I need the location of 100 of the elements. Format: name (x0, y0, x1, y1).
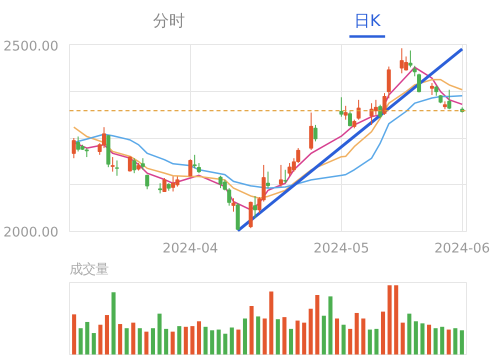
bar (322, 316, 326, 354)
bar (236, 330, 240, 354)
bar (434, 328, 438, 354)
candlestick (158, 182, 162, 194)
bar (72, 314, 76, 354)
bar (380, 312, 386, 354)
bar (124, 328, 129, 354)
bar (104, 315, 110, 354)
bar (112, 292, 116, 354)
bar (288, 328, 294, 354)
candlestick (412, 65, 417, 77)
bar (269, 292, 274, 354)
bar (138, 328, 142, 354)
bar (426, 324, 432, 354)
chart-title: 成交量 (70, 262, 108, 278)
candlestick (162, 178, 166, 192)
candlestick (434, 85, 438, 96)
bar (118, 324, 122, 354)
bar (85, 322, 90, 354)
candlestick (417, 73, 422, 93)
candlestick (72, 138, 76, 159)
bar (210, 330, 214, 354)
candlestick (288, 162, 292, 178)
candlestick (253, 195, 258, 219)
bar (230, 328, 234, 354)
candlestick (430, 82, 434, 96)
candlestick (145, 174, 150, 190)
bar (131, 322, 136, 354)
bar (348, 328, 352, 354)
text: 分时 (152, 11, 185, 30)
candlestick (192, 154, 197, 169)
candlestick (110, 156, 115, 172)
text: 日K (354, 11, 382, 30)
candlestick (231, 198, 236, 212)
bar (361, 318, 366, 354)
bar (453, 328, 458, 354)
bar (177, 326, 182, 354)
bar (446, 330, 451, 354)
bar (460, 330, 464, 354)
bar (414, 321, 418, 354)
candlestick (188, 158, 192, 178)
bar (394, 285, 398, 354)
x-tick-label: 2024-05 (314, 242, 370, 256)
bar (204, 326, 208, 354)
candlestick (76, 136, 80, 152)
candlestick (114, 160, 119, 176)
candlestick (339, 96, 344, 118)
candlestick (309, 112, 314, 150)
bar (92, 333, 96, 354)
candlestick (171, 176, 176, 192)
bar (150, 328, 156, 354)
candlestick (374, 99, 378, 116)
y-tick-label: 2000.00 (3, 226, 59, 240)
bar (262, 318, 267, 354)
candlestick (175, 176, 180, 188)
candlestick (132, 158, 136, 174)
line-series (73, 94, 463, 189)
candlestick (218, 175, 223, 189)
bar (407, 314, 412, 354)
candlestick (266, 171, 270, 189)
bar (440, 326, 444, 354)
x-tick-label: 2024-06 (434, 242, 490, 256)
bar (420, 323, 424, 354)
candlestick (278, 164, 283, 188)
candlestick (408, 50, 412, 68)
x-tick-label: 2024-04 (162, 242, 218, 256)
bar (302, 322, 306, 354)
bar (374, 328, 378, 354)
candlestick (348, 110, 352, 127)
candlestick (196, 162, 201, 174)
bar (223, 334, 228, 354)
bar (164, 328, 168, 354)
bar (368, 330, 372, 354)
bar (216, 330, 221, 354)
bar (242, 318, 248, 354)
bar (388, 285, 392, 354)
bar (276, 319, 280, 354)
bar (158, 314, 162, 354)
candlestick (382, 92, 387, 116)
bar (250, 306, 254, 354)
bar (328, 296, 332, 354)
bar (184, 326, 188, 354)
bar (98, 324, 102, 354)
bar (354, 312, 359, 354)
candlestick (400, 48, 404, 74)
bar (296, 320, 300, 354)
bar (144, 332, 148, 354)
candlestick (447, 89, 452, 110)
candlestick (344, 105, 348, 120)
bar (308, 308, 313, 354)
candlestick (313, 124, 318, 142)
bar (342, 324, 346, 354)
bar (400, 322, 405, 354)
bar (334, 318, 340, 354)
candlestick (283, 169, 288, 184)
bar (190, 326, 194, 354)
y-tick-label: 2500.00 (3, 40, 59, 54)
bar (196, 321, 202, 354)
bar (170, 332, 175, 354)
candlestick (140, 158, 145, 170)
